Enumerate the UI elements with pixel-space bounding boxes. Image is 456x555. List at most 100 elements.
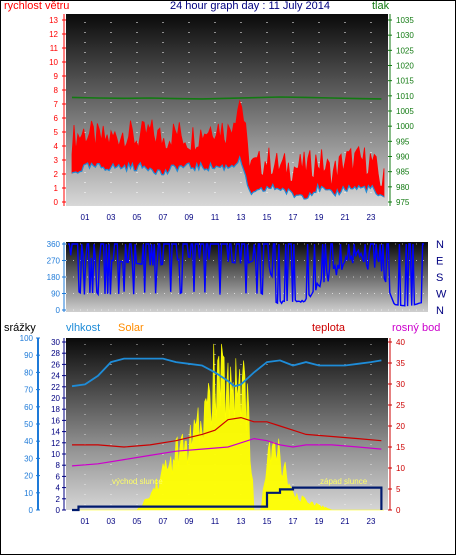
wind-time-tick-label: 07 [159,213,168,222]
temperature-time-tick-label: 03 [107,517,116,526]
humidity-tick-label: 26 [51,360,60,369]
pressure-series [71,96,382,100]
wind-average-series [71,155,385,200]
rain-series [72,486,383,512]
temperature-time-tick-label: 07 [159,517,168,526]
humidity-tick-label: 16 [51,416,60,425]
temperature-time-tick-label: 23 [367,517,376,526]
wind-speed-tick-label: 9 [54,72,59,81]
rain-tick-label: 70 [24,386,33,395]
rain-tick-label: 100 [20,334,34,343]
pressure-tick-label: 1025 [396,46,414,55]
wind-direction-series [68,243,424,307]
temperature-time-tick-label: 21 [341,517,350,526]
humidity-tick-label: 30 [51,338,60,347]
temperature-axis: 0 5 10 15 20 25 30 35 40 [388,338,405,515]
pressure-tick-label: 975 [396,198,410,207]
humidity-tick-label: 10 [51,450,60,459]
chart-title: 24 hour graph day : 11 July 2014 [170,0,330,12]
rain-tick-label: 90 [24,351,33,360]
wind-speed-tick-label: 1 [54,184,59,193]
temperature-time-tick-label: 05 [133,517,142,526]
temperature-tick-label: 15 [396,443,405,452]
wind-direction-tick-label: 360 [47,240,61,249]
rain-tick-label: 40 [24,437,33,446]
temperature-time-tick-label: 09 [185,517,194,526]
rain-tick-label: 50 [24,420,33,429]
pressure-tick-label: 1030 [396,31,414,40]
wind-direction-tick-label: 270 [47,257,61,266]
wind-time-tick-label: 13 [237,213,246,222]
humidity-tick-label: 24 [51,372,60,381]
humidity-tick-label: 12 [51,439,60,448]
humidity-tick-label: 0 [56,506,61,515]
humidity-tick-label: 14 [51,428,60,437]
wind-time-tick-label: 23 [367,213,376,222]
wind-speed-axis-title: rychlost větru [4,0,69,12]
wind-speed-tick-label: 6 [54,114,59,123]
temperature-time-tick-label: 17 [289,517,298,526]
wind-time-tick-label: 01 [81,213,90,222]
humidity-tick-label: 18 [51,405,60,414]
compass-direction-label: N [436,305,444,317]
pressure-tick-label: 1015 [396,77,414,86]
rain-axis: 0 10 20 30 40 50 60 70 80 90 100 [20,334,40,515]
pressure-tick-label: 1010 [396,92,414,101]
temperature-series-line [72,416,382,448]
pressure-tick-label: 995 [396,137,410,146]
humidity-tick-label: 4 [56,484,61,493]
wind-speed-tick-label: 7 [54,100,59,109]
pressure-tick-label: 1000 [396,122,414,131]
wind-speed-tick-label: 0 [54,198,59,207]
humidity-series [71,357,382,388]
temperature-series [71,343,384,512]
pressure-tick-label: 1005 [396,107,414,116]
wind-direction-grid [66,243,428,311]
wind-time-tick-label: 11 [211,213,220,222]
temperature-tick-label: 40 [396,338,405,347]
pressure-tick-label: 1035 [396,16,414,25]
temperature-tick-label: 30 [396,380,405,389]
compass-direction-label: E [436,256,443,268]
wind-time-tick-label: 09 [185,213,194,222]
humidity-axis-title: vlhkost [66,322,100,334]
rain-axis-title: srážky [4,322,36,334]
pressure-axis: 975 980 985 990 995 1000 1005 1010 1015 1020 1025 1… [388,14,414,207]
wind-direction-degree-axis: 0 90 180 270 360 [47,240,66,315]
wind-time-tick-label: 15 [263,213,272,222]
humidity-tick-label: 28 [51,349,60,358]
temperature-tick-label: 25 [396,401,405,410]
temperature-tick-label: 5 [396,485,401,494]
wind-speed-tick-label: 12 [49,30,58,39]
wind-time-tick-label: 03 [107,213,116,222]
wind-speed-tick-label: 8 [54,86,59,95]
wind-speed-tick-label: 10 [49,58,58,67]
wind-pressure-series [71,96,385,200]
wind-speed-tick-label: 4 [54,142,59,151]
temperature-time-tick-label: 01 [81,517,90,526]
pressure-tick-label: 985 [396,168,410,177]
humidity-tick-label: 6 [56,472,61,481]
wind-speed-tick-label: 5 [54,128,59,137]
humidity-tick-label: 8 [56,461,61,470]
rain-tick-label: 80 [24,368,33,377]
solar-series [72,343,384,511]
wind-time-tick-label: 21 [341,213,350,222]
wind-direction-tick-label: 90 [51,290,60,299]
dewpoint-series [71,437,382,467]
wind-speed-tick-label: 3 [54,156,59,165]
sunrise-annotation: východ slunce [112,477,163,486]
temperature-tick-label: 20 [396,422,405,431]
wind-speed-tick-label: 13 [49,16,58,25]
compass-direction-label: W [436,289,447,301]
pressure-axis-title: tlak [372,0,390,12]
dewpoint-axis-title: rosný bod [392,322,440,334]
temperature-time-axis: 01 03 05 07 09 11 13 15 17 19 21 23 [81,517,376,526]
temperature-time-tick-label: 19 [315,517,324,526]
wind-direction-tick-label: 0 [56,306,61,315]
pressure-tick-label: 1020 [396,62,414,71]
